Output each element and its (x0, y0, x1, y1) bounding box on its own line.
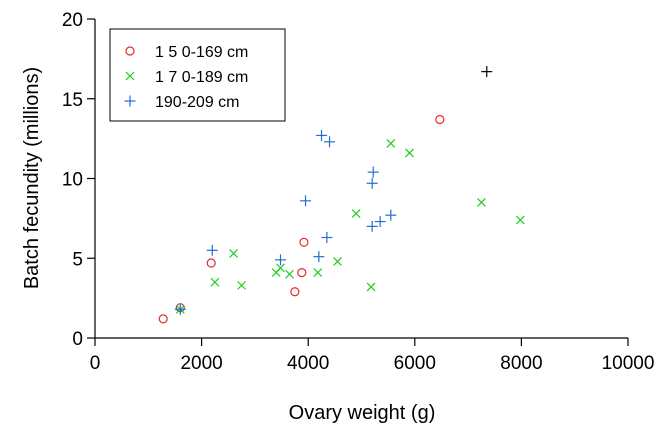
data-point (366, 220, 378, 232)
data-point (477, 198, 486, 207)
data-point (333, 257, 342, 266)
data-point (297, 268, 307, 278)
data-points (158, 66, 525, 324)
data-point (229, 249, 239, 258)
legend-item: 1 7 0-189 cm (125, 69, 248, 86)
legend-marker (124, 95, 136, 107)
legend-label: 1 7 0-189 cm (155, 69, 248, 86)
x-tick-label: 4000 (287, 353, 329, 374)
data-point (300, 195, 312, 207)
x-tick-label: 6000 (394, 353, 436, 374)
data-point (385, 209, 397, 221)
data-point (367, 166, 379, 178)
series-3 (174, 129, 397, 315)
data-point (206, 258, 216, 268)
y-tick-label: 5 (72, 249, 83, 270)
data-point (313, 251, 325, 263)
y-tick-label: 20 (62, 10, 83, 31)
data-point (386, 138, 396, 148)
data-point (299, 237, 309, 247)
legend-label: 190-209 cm (155, 94, 240, 111)
data-point (313, 268, 323, 278)
data-point (158, 314, 168, 324)
data-point (174, 303, 186, 315)
legend-label: 1 5 0-169 cm (155, 44, 248, 61)
x-axis-label: Ovary weight (g) (289, 402, 436, 424)
x-tick-label: 8000 (500, 353, 542, 374)
x-axis-ticks: 0 2000 4000 6000 8000 10000 (90, 338, 655, 374)
data-point (324, 136, 336, 148)
legend-item: 190-209 cm (124, 94, 240, 111)
data-point (206, 244, 218, 256)
data-point (374, 216, 386, 228)
data-point (274, 254, 286, 266)
data-point (366, 177, 378, 189)
data-point (366, 282, 376, 292)
legend-item: 1 5 0-169 cm (125, 44, 248, 61)
data-point (351, 209, 361, 219)
data-point (405, 148, 414, 158)
y-tick-label: 10 (62, 170, 83, 191)
data-point (285, 269, 294, 279)
legend-box (109, 28, 286, 122)
y-axis-label: Batch fecundity (millions) (21, 67, 43, 289)
data-point (290, 287, 300, 297)
series-2 (175, 138, 525, 314)
x-tick-label: 10000 (602, 353, 655, 374)
data-point (321, 232, 333, 244)
x-tick-label: 0 (90, 353, 101, 374)
data-point (435, 114, 445, 125)
x-tick-label: 2000 (180, 353, 222, 374)
legend-marker (125, 71, 135, 81)
y-tick-label: 15 (62, 90, 83, 111)
series-1 (158, 114, 445, 324)
y-tick-label: 0 (72, 329, 83, 350)
y-axis-ticks: 0 5 10 15 20 (62, 10, 95, 350)
legend-marker (125, 46, 135, 56)
data-point (515, 215, 525, 225)
data-point (481, 66, 493, 78)
series-4 (481, 66, 493, 78)
data-point (276, 263, 285, 273)
data-point (316, 129, 328, 141)
legend: 1 5 0-169 cm 1 7 0-189 cm 190-209 cm (109, 28, 286, 122)
data-point (210, 277, 220, 287)
data-point (237, 280, 246, 290)
